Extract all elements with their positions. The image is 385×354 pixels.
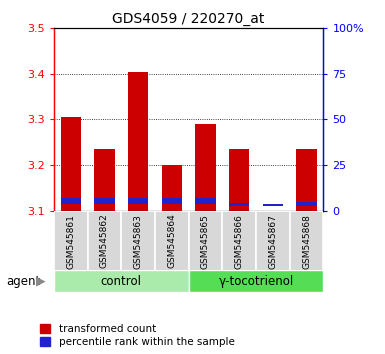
Text: GSM545866: GSM545866 [235, 213, 244, 269]
Text: GSM545863: GSM545863 [134, 213, 142, 269]
Text: ▶: ▶ [35, 275, 45, 287]
Bar [196, 124, 216, 211]
Bar [94, 198, 115, 204]
Bar [263, 204, 283, 206]
Bar [94, 149, 115, 211]
Text: GSM545867: GSM545867 [268, 213, 277, 269]
Bar [54, 270, 189, 292]
Bar [155, 211, 189, 271]
Text: agent: agent [6, 275, 40, 287]
Bar [189, 270, 323, 292]
Text: GDS4059 / 220270_at: GDS4059 / 220270_at [112, 12, 265, 27]
Text: GSM545861: GSM545861 [66, 213, 75, 269]
Bar [256, 211, 290, 271]
Bar [229, 203, 249, 206]
Bar [121, 211, 155, 271]
Bar [162, 165, 182, 211]
Text: γ-tocotrienol: γ-tocotrienol [218, 275, 294, 287]
Bar [296, 201, 316, 206]
Bar [229, 149, 249, 211]
Text: GSM545868: GSM545868 [302, 213, 311, 269]
Bar [290, 211, 323, 271]
Legend: transformed count, percentile rank within the sample: transformed count, percentile rank withi… [40, 324, 234, 347]
Text: GSM545865: GSM545865 [201, 213, 210, 269]
Bar [54, 211, 88, 271]
Bar [196, 198, 216, 204]
Bar [162, 198, 182, 204]
Bar [128, 72, 148, 211]
Bar [223, 211, 256, 271]
Bar [296, 149, 316, 211]
Text: GSM545864: GSM545864 [167, 214, 176, 268]
Text: GSM545862: GSM545862 [100, 214, 109, 268]
Bar [88, 211, 121, 271]
Bar [189, 211, 223, 271]
Bar [61, 198, 81, 204]
Bar [128, 198, 148, 204]
Text: control: control [101, 275, 142, 287]
Bar [61, 117, 81, 211]
